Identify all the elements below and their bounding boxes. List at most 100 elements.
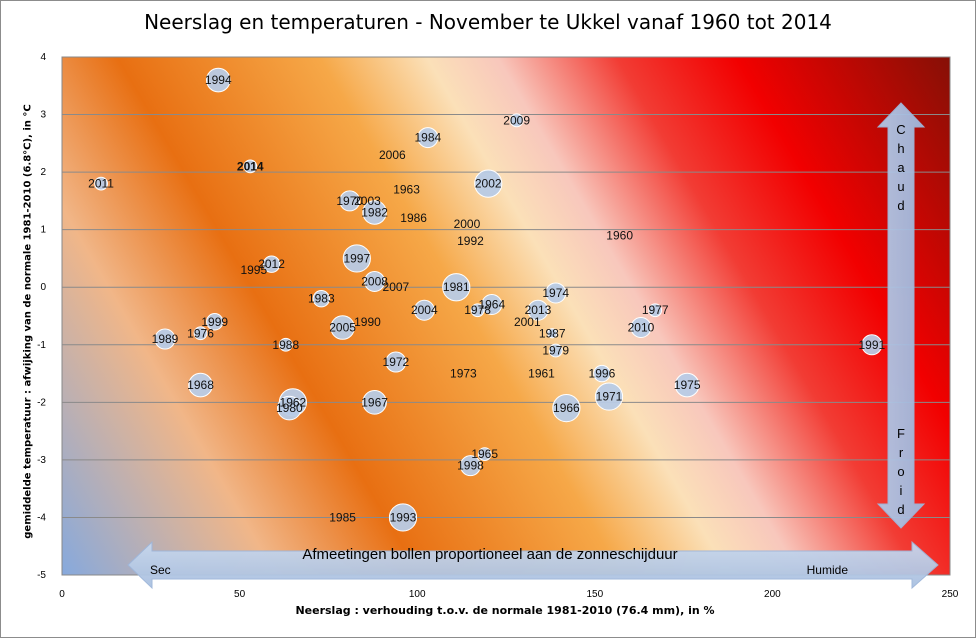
cold-label-letter: i bbox=[900, 483, 903, 498]
bubble-1994 bbox=[205, 67, 231, 93]
y-tick-label: 0 bbox=[40, 282, 46, 293]
label-2006: 2006 bbox=[379, 148, 406, 162]
wet-label: Humide bbox=[807, 563, 849, 577]
label-2012: 2012 bbox=[258, 257, 285, 271]
label-1981: 1981 bbox=[443, 280, 470, 294]
label-1961: 1961 bbox=[528, 367, 555, 381]
label-1985: 1985 bbox=[329, 510, 356, 524]
cold-label-letter: F bbox=[897, 426, 905, 441]
label-1966: 1966 bbox=[553, 401, 580, 415]
bubble-1977 bbox=[648, 303, 663, 318]
label-1962: 1962 bbox=[280, 395, 307, 409]
bubble-1991 bbox=[861, 334, 883, 356]
y-tick-label: -2 bbox=[37, 397, 46, 408]
bubble-1964 bbox=[481, 293, 503, 315]
label-2002: 2002 bbox=[475, 177, 502, 191]
label-1999: 1999 bbox=[201, 315, 228, 329]
x-tick-label: 250 bbox=[942, 589, 959, 600]
plot-background bbox=[62, 57, 950, 575]
y-tick-label: -4 bbox=[37, 512, 46, 523]
label-1975: 1975 bbox=[674, 378, 701, 392]
label-1989: 1989 bbox=[152, 332, 179, 346]
x-axis-label: Neerslag : verhouding t.o.v. de normale … bbox=[295, 604, 715, 617]
label-2009: 2009 bbox=[503, 113, 530, 127]
label-1972: 1972 bbox=[383, 355, 410, 369]
hot-label-letter: u bbox=[897, 179, 904, 194]
label-1997: 1997 bbox=[343, 251, 370, 265]
hot-label-letter: C bbox=[896, 122, 905, 137]
bubble-1998 bbox=[459, 455, 481, 477]
label-1974: 1974 bbox=[542, 286, 569, 300]
label-1980: 1980 bbox=[276, 401, 303, 415]
label-2013: 2013 bbox=[525, 303, 552, 317]
label-1990: 1990 bbox=[354, 315, 381, 329]
label-1965: 1965 bbox=[471, 447, 498, 461]
label-1996: 1996 bbox=[589, 367, 616, 381]
label-1988: 1988 bbox=[272, 338, 299, 352]
label-1984: 1984 bbox=[415, 131, 442, 145]
label-2001: 2001 bbox=[514, 315, 541, 329]
bubble-1980 bbox=[277, 395, 302, 421]
label-1973: 1973 bbox=[450, 367, 477, 381]
bubble-2014 bbox=[243, 159, 258, 174]
y-tick-label: 3 bbox=[40, 110, 46, 121]
cold-label-letter: d bbox=[897, 502, 904, 517]
label-1986: 1986 bbox=[400, 211, 427, 225]
bubble-1966 bbox=[552, 393, 581, 423]
x-tick-label: 100 bbox=[409, 589, 426, 600]
bubble-1997 bbox=[342, 244, 371, 273]
bubble-1968 bbox=[188, 372, 213, 398]
cold-label-letter: o bbox=[897, 464, 904, 479]
label-2000: 2000 bbox=[454, 217, 481, 231]
bubble-1993 bbox=[388, 503, 418, 532]
temperature-double-arrow bbox=[876, 102, 926, 529]
label-1991: 1991 bbox=[859, 338, 886, 352]
label-2004: 2004 bbox=[411, 303, 438, 317]
label-1983: 1983 bbox=[308, 292, 335, 306]
bubble-1970 bbox=[339, 190, 361, 212]
bubble-1978 bbox=[470, 303, 485, 318]
label-1994: 1994 bbox=[205, 73, 232, 87]
label-1995: 1995 bbox=[240, 263, 267, 277]
label-1992: 1992 bbox=[457, 234, 484, 248]
bubble-1984 bbox=[417, 127, 439, 149]
label-1964: 1964 bbox=[478, 297, 505, 311]
bubble-1981 bbox=[442, 273, 471, 302]
bubble-2002 bbox=[474, 169, 503, 198]
hot-label-letter: d bbox=[897, 198, 904, 213]
bubble-2004 bbox=[413, 299, 435, 321]
cold-label-letter: r bbox=[899, 445, 904, 460]
bubble-1975 bbox=[674, 372, 700, 398]
x-tick-label: 200 bbox=[764, 589, 781, 600]
x-tick-label: 50 bbox=[234, 589, 246, 600]
label-2007: 2007 bbox=[383, 280, 410, 294]
bubble-2008 bbox=[364, 270, 386, 292]
y-tick-label: -1 bbox=[37, 340, 46, 351]
label-1960: 1960 bbox=[606, 228, 633, 242]
bubble-1971 bbox=[594, 382, 624, 411]
label-1993: 1993 bbox=[390, 510, 417, 524]
bubble-1988 bbox=[278, 337, 293, 352]
bubble-1976 bbox=[193, 326, 208, 341]
bubble-1999 bbox=[206, 313, 224, 331]
bubble-2009 bbox=[509, 113, 524, 128]
x-tick-label: 150 bbox=[586, 589, 603, 600]
label-2010: 2010 bbox=[628, 321, 655, 335]
bubble-1967 bbox=[362, 390, 387, 415]
label-1998: 1998 bbox=[457, 459, 484, 473]
bubble-1989 bbox=[154, 328, 176, 350]
y-tick-label: -3 bbox=[37, 455, 46, 466]
bubble-2012 bbox=[262, 255, 281, 273]
bubble-1987 bbox=[547, 328, 558, 339]
label-2003: 2003 bbox=[354, 194, 381, 208]
axis-ticks: -5 -4 -3 -2 -1 0 1 2 3 4 0 50 100 150 200 250 bbox=[37, 52, 959, 600]
bubble-1979 bbox=[548, 343, 563, 358]
bubble-1996 bbox=[593, 364, 611, 383]
bubble-2010 bbox=[630, 317, 652, 339]
y-tick-label: 4 bbox=[40, 52, 46, 63]
label-1971: 1971 bbox=[596, 390, 623, 404]
bubble-2011 bbox=[94, 176, 108, 191]
label-1987: 1987 bbox=[539, 326, 566, 340]
